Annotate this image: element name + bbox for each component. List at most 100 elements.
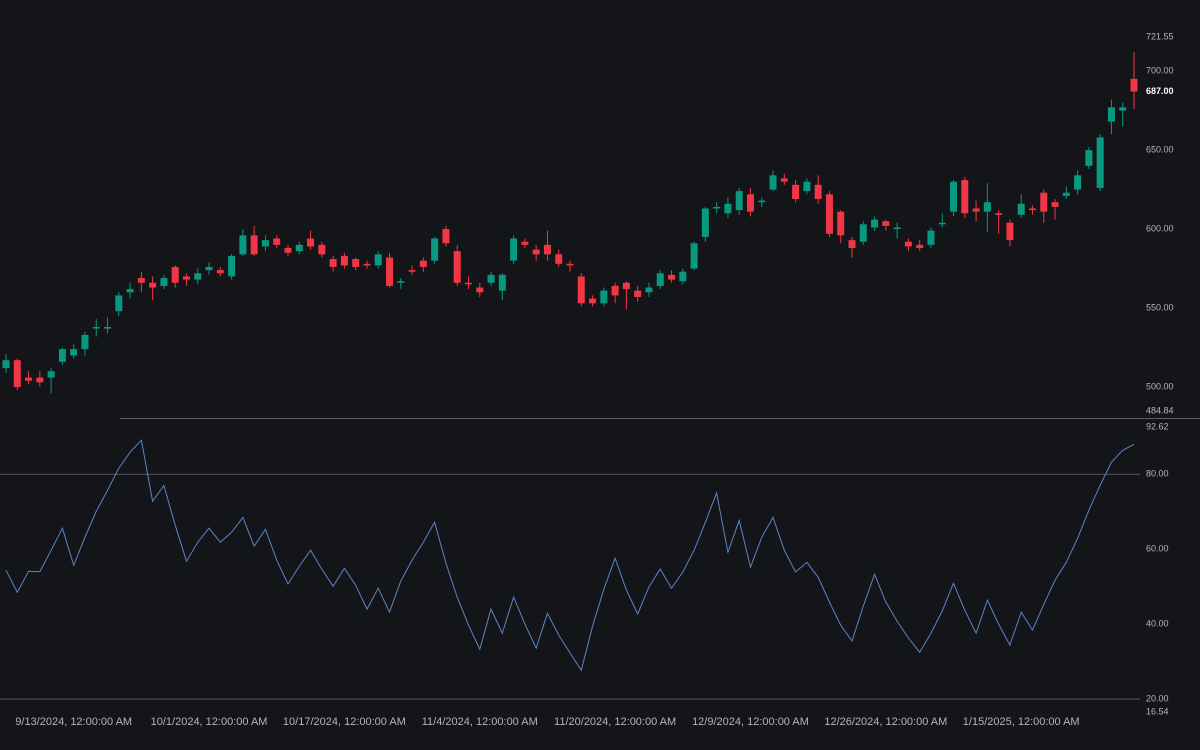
candle-body bbox=[769, 175, 777, 190]
x-tick-label: 1/15/2025, 12:00:00 AM bbox=[963, 716, 1080, 728]
candle-body bbox=[70, 349, 78, 356]
candle-body bbox=[859, 224, 867, 242]
x-tick-label: 10/17/2024, 12:00:00 AM bbox=[283, 716, 406, 728]
candle-body bbox=[498, 274, 506, 291]
candle-body bbox=[171, 266, 179, 283]
candle-body bbox=[622, 282, 630, 290]
candle-body bbox=[803, 181, 811, 192]
candle-body bbox=[814, 184, 822, 200]
candle-body bbox=[724, 203, 732, 214]
candle-body bbox=[419, 260, 427, 267]
candle-body bbox=[543, 244, 551, 255]
candle-body bbox=[352, 259, 360, 267]
candle-body bbox=[250, 235, 258, 255]
candle-body bbox=[182, 276, 190, 280]
x-tick-label: 11/20/2024, 12:00:00 AM bbox=[554, 716, 676, 728]
candle-body bbox=[882, 221, 890, 226]
candle-body bbox=[137, 278, 145, 283]
candle-body bbox=[374, 254, 382, 266]
candle-body bbox=[453, 251, 461, 283]
candle-body bbox=[611, 285, 619, 296]
candle-body bbox=[25, 377, 33, 381]
candle-body bbox=[1096, 137, 1104, 188]
candle-body bbox=[149, 282, 157, 288]
x-tick-label: 11/4/2024, 12:00:00 AM bbox=[422, 716, 538, 728]
candle-body bbox=[228, 255, 236, 277]
candle-body bbox=[510, 238, 518, 261]
candle-body bbox=[961, 180, 969, 214]
candle-body bbox=[589, 298, 597, 304]
y-tick-label: 20.00 bbox=[1146, 693, 1169, 703]
candle-body bbox=[2, 360, 10, 369]
candle-body bbox=[1074, 175, 1082, 190]
y-tick-label: 721.55 bbox=[1146, 31, 1174, 41]
candle-body bbox=[397, 281, 405, 283]
candle-body bbox=[115, 295, 123, 312]
candle-body bbox=[904, 241, 912, 247]
candle-body bbox=[983, 202, 991, 212]
candle-body bbox=[916, 244, 924, 249]
candle-body bbox=[487, 274, 495, 283]
candle-body bbox=[47, 371, 55, 378]
candle-body bbox=[701, 208, 709, 237]
candle-body bbox=[1040, 192, 1048, 212]
candle-body bbox=[645, 287, 653, 293]
candle-body bbox=[194, 273, 202, 280]
candle-body bbox=[713, 206, 721, 209]
candle-body bbox=[927, 230, 935, 245]
candle-body bbox=[442, 229, 450, 244]
candle-body bbox=[837, 211, 845, 236]
candle-body bbox=[307, 238, 315, 247]
candle-body bbox=[284, 248, 292, 253]
rsi-line bbox=[5, 439, 1135, 672]
candle-body bbox=[239, 235, 247, 255]
candle-body bbox=[780, 178, 788, 182]
y-tick-label: 600.00 bbox=[1146, 223, 1174, 233]
candle-body bbox=[656, 273, 664, 286]
candle-body bbox=[431, 238, 439, 261]
candle-body bbox=[160, 278, 168, 286]
candle-body bbox=[273, 238, 281, 245]
candle-body bbox=[555, 254, 563, 264]
candle-body bbox=[521, 241, 529, 245]
y-tick-label: 500.00 bbox=[1146, 381, 1174, 391]
candle-body bbox=[1130, 78, 1138, 92]
candle-body bbox=[363, 263, 371, 266]
candle-body bbox=[318, 244, 326, 255]
candle-body bbox=[36, 377, 44, 383]
y-tick-label: 650.00 bbox=[1146, 144, 1174, 154]
candle-body bbox=[216, 270, 224, 274]
x-tick-label: 9/13/2024, 12:00:00 AM bbox=[15, 716, 132, 728]
candle-body bbox=[476, 287, 484, 293]
candle-body bbox=[13, 360, 21, 388]
candle-body bbox=[600, 290, 608, 304]
candle-body bbox=[1107, 107, 1115, 122]
y-tick-label: 40.00 bbox=[1146, 618, 1169, 628]
candle-body bbox=[893, 227, 901, 230]
candle-body bbox=[938, 222, 946, 225]
candle-body bbox=[746, 194, 754, 212]
candle-body bbox=[408, 270, 416, 272]
candle-body bbox=[329, 259, 337, 267]
candle-body bbox=[1119, 107, 1127, 111]
candle-body bbox=[532, 249, 540, 255]
candle-body bbox=[295, 244, 303, 252]
price-marker: 687.00 bbox=[1146, 86, 1174, 96]
y-tick-label: 16.54 bbox=[1146, 706, 1169, 716]
candle-body bbox=[871, 219, 879, 228]
y-tick-label: 700.00 bbox=[1146, 65, 1174, 75]
candle-body bbox=[848, 240, 856, 249]
x-tick-label: 12/9/2024, 12:00:00 AM bbox=[692, 716, 809, 728]
candle-body bbox=[668, 274, 676, 280]
candle-body bbox=[758, 200, 766, 203]
candle-body bbox=[261, 240, 269, 247]
candle-body bbox=[126, 289, 134, 293]
candle-body bbox=[995, 213, 1003, 215]
candle-body bbox=[972, 208, 980, 212]
candle-body bbox=[825, 194, 833, 234]
candle-body bbox=[58, 349, 66, 362]
candle-body bbox=[1028, 208, 1036, 211]
